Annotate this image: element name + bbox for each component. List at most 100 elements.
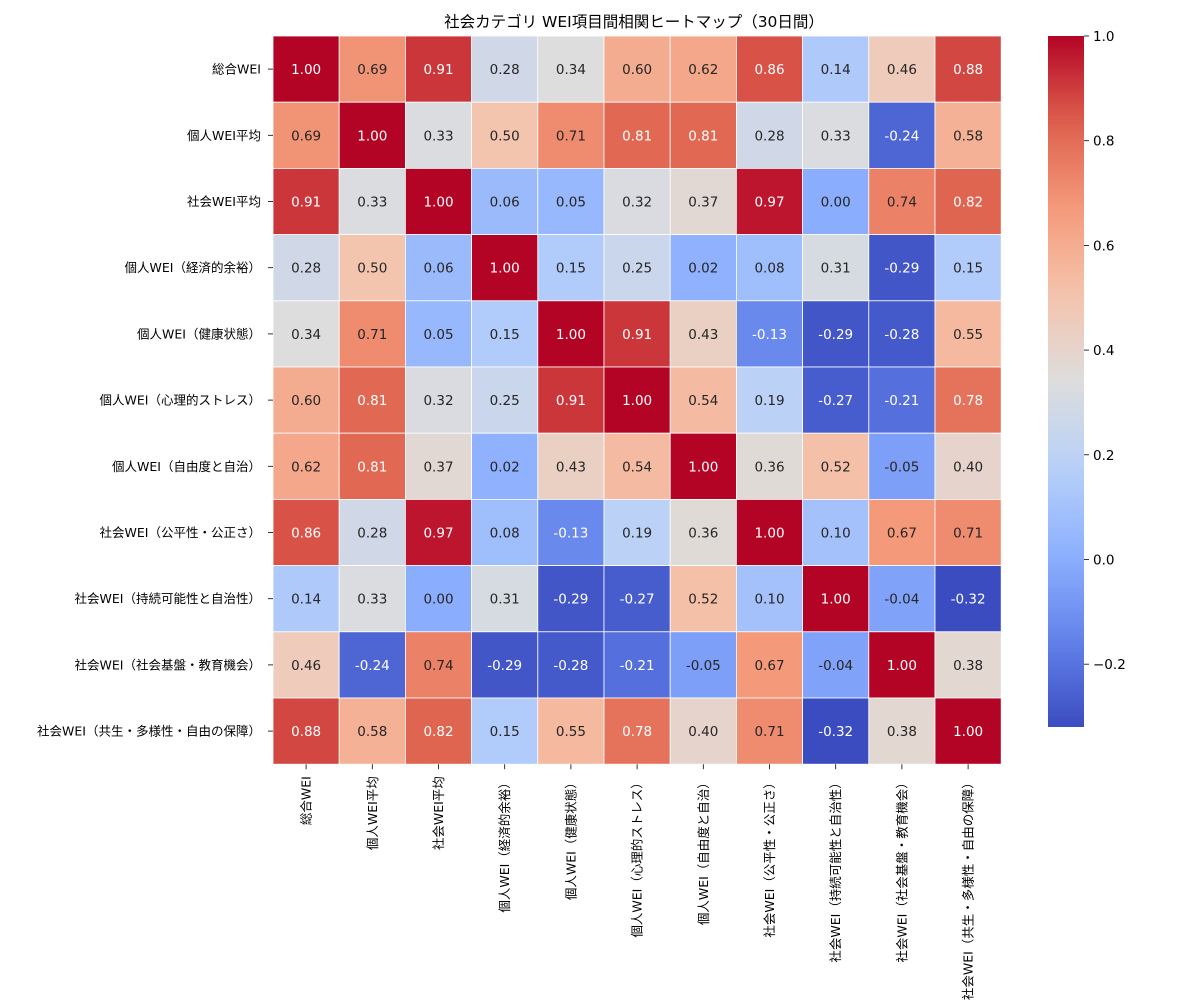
- cell-value-label: 0.69: [291, 128, 321, 144]
- column-label: 社会WEI（共生・多様性・自由の保障）: [961, 776, 976, 1000]
- column-label: 個人WEI（経済的余裕）: [497, 776, 512, 912]
- heatmap-cell: [802, 234, 870, 302]
- cell-value-label: 0.91: [423, 62, 453, 78]
- colorbar-tick-label: 0.6: [1093, 238, 1114, 254]
- colorbar-tick-label: 0.0: [1093, 552, 1114, 568]
- heatmap-cell: [669, 432, 737, 500]
- heatmap-cell: [802, 101, 870, 169]
- cell-value-label: 0.19: [754, 393, 784, 409]
- cell-value-label: -0.13: [553, 526, 588, 542]
- cell-value-label: 0.81: [622, 128, 652, 144]
- cell-value-label: 1.00: [490, 261, 520, 277]
- heatmap-cell: [272, 697, 340, 765]
- heatmap-cell: [272, 565, 340, 633]
- heatmap-cell: [537, 498, 605, 566]
- heatmap-cell: [272, 432, 340, 500]
- cell-value-label: 0.78: [622, 724, 652, 740]
- cell-value-label: 0.25: [622, 261, 652, 277]
- heatmap-cell: [404, 167, 472, 235]
- cell-value-label: 0.28: [754, 128, 784, 144]
- cell-value-label: -0.29: [553, 592, 588, 608]
- heatmap-cell: [272, 35, 340, 103]
- heatmap-cell: [934, 498, 1002, 566]
- cell-value-label: 0.67: [887, 526, 917, 542]
- cell-value-label: 0.71: [357, 327, 387, 343]
- cell-value-label: 0.02: [490, 459, 520, 475]
- cell-value-label: 0.37: [688, 195, 718, 211]
- cell-value-label: 0.97: [423, 526, 453, 542]
- heatmap-cell: [802, 300, 870, 368]
- cell-value-label: 0.31: [490, 592, 520, 608]
- cell-value-label: 0.02: [688, 261, 718, 277]
- heatmap-cell: [537, 300, 605, 368]
- cell-value-label: 0.05: [556, 195, 586, 211]
- heatmap-cell: [669, 300, 737, 368]
- heatmap-cell: [404, 432, 472, 500]
- heatmap-cell: [404, 631, 472, 699]
- heatmap-cell: [868, 697, 936, 765]
- cell-value-label: 0.33: [423, 128, 453, 144]
- heatmap-cell: [603, 167, 671, 235]
- cell-value-label: 0.46: [291, 658, 321, 674]
- cell-value-label: 0.58: [953, 128, 983, 144]
- heatmap-cell: [537, 234, 605, 302]
- heatmap-cell: [537, 35, 605, 103]
- heatmap-cell: [404, 234, 472, 302]
- cell-value-label: 0.71: [556, 128, 586, 144]
- heatmap-cell: [404, 697, 472, 765]
- heatmap-cell: [934, 167, 1002, 235]
- row-label: 社会WEI（共生・多様性・自由の保障）: [37, 724, 261, 739]
- cell-value-label: 1.00: [357, 128, 387, 144]
- cell-value-label: 0.62: [291, 459, 321, 475]
- cell-value-label: 0.74: [423, 658, 453, 674]
- cell-value-label: 0.82: [423, 724, 453, 740]
- cell-value-label: -0.04: [818, 658, 853, 674]
- heatmap-cell: [471, 498, 539, 566]
- heatmap-cell: [404, 565, 472, 633]
- cell-value-label: 0.81: [357, 459, 387, 475]
- heatmap-cell: [471, 234, 539, 302]
- colorbar-tick-label: 1.0: [1093, 29, 1114, 45]
- cell-value-label: 0.25: [490, 393, 520, 409]
- cell-value-label: 0.62: [688, 62, 718, 78]
- cell-value-label: 0.34: [291, 327, 321, 343]
- heatmap-cell: [603, 565, 671, 633]
- heatmap-cell: [272, 366, 340, 434]
- cell-value-label: 1.00: [291, 62, 321, 78]
- row-label: 社会WEI（社会基盤・教育機会）: [75, 657, 261, 672]
- heatmap-cell: [669, 565, 737, 633]
- heatmap-cell: [669, 498, 737, 566]
- heatmap-cell: [603, 631, 671, 699]
- cell-value-label: 1.00: [556, 327, 586, 343]
- heatmap-cells: 1.00 0.69 0.91 0.28 0.34 0.60 0.62 0.86 0.14 0.46…: [272, 35, 1002, 765]
- cell-value-label: 0.60: [291, 393, 321, 409]
- cell-value-label: 1.00: [423, 195, 453, 211]
- colorbar-gradient: [1048, 36, 1084, 727]
- row-label: 個人WEI（経済的余裕）: [125, 260, 261, 275]
- column-label: 社会WEI（持続可能性と自治性）: [828, 776, 843, 962]
- cell-value-label: 0.32: [622, 195, 652, 211]
- heatmap-cell: [603, 366, 671, 434]
- heatmap-cell: [868, 234, 936, 302]
- heatmap-cell: [537, 167, 605, 235]
- cell-value-label: -0.21: [620, 658, 655, 674]
- row-label: 個人WEI（心理的ストレス）: [100, 393, 261, 408]
- heatmap-cell: [338, 101, 406, 169]
- row-label: 社会WEI（持続可能性と自治性）: [75, 591, 261, 606]
- heatmap-cell: [471, 300, 539, 368]
- cell-value-label: 0.50: [357, 261, 387, 277]
- cell-value-label: 0.15: [490, 724, 520, 740]
- cell-value-label: 0.67: [754, 658, 784, 674]
- heatmap-cell: [934, 565, 1002, 633]
- cell-value-label: 0.97: [754, 195, 784, 211]
- cell-value-label: 0.34: [556, 62, 586, 78]
- heatmap-cell: [603, 300, 671, 368]
- cell-value-label: -0.28: [553, 658, 588, 674]
- row-label: 個人WEI平均: [187, 128, 261, 143]
- cell-value-label: 0.74: [887, 195, 917, 211]
- cell-value-label: 0.55: [556, 724, 586, 740]
- cell-value-label: 0.81: [357, 393, 387, 409]
- heatmap-cell: [471, 35, 539, 103]
- cell-value-label: -0.13: [752, 327, 787, 343]
